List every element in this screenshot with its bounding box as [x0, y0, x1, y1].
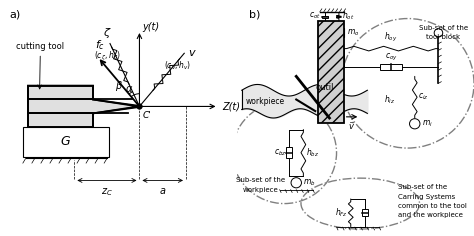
Text: $v$: $v$ [188, 48, 196, 58]
Text: Sub-set of the: Sub-set of the [236, 177, 285, 183]
Text: $f_c$: $f_c$ [95, 38, 105, 52]
Text: G: G [60, 135, 70, 148]
Text: outil: outil [315, 84, 334, 93]
Text: $(c_\zeta, h_\zeta)$: $(c_\zeta, h_\zeta)$ [94, 50, 121, 63]
Text: $c_{bz}$: $c_{bz}$ [274, 148, 286, 158]
Text: Sub-set of the: Sub-set of the [398, 184, 447, 190]
Text: cutting tool: cutting tool [16, 42, 64, 89]
Text: $m_b$: $m_b$ [303, 177, 316, 188]
Text: $h_{bz}$: $h_{bz}$ [306, 147, 319, 159]
Text: $h_{oy}$: $h_{oy}$ [384, 31, 398, 44]
Text: $h_{ot}$: $h_{ot}$ [342, 10, 354, 22]
Polygon shape [318, 21, 344, 123]
Text: workpiece: workpiece [246, 97, 285, 106]
Text: tool block: tool block [426, 34, 460, 40]
Text: $c_{iz}$: $c_{iz}$ [418, 92, 428, 102]
Text: a): a) [9, 9, 21, 19]
Polygon shape [23, 127, 109, 157]
Text: and the workpiece: and the workpiece [398, 212, 463, 218]
Text: $z_C$: $z_C$ [101, 186, 113, 198]
Text: workpiece: workpiece [243, 187, 279, 193]
Text: $\vec{v}$: $\vec{v}$ [348, 120, 356, 132]
Text: b): b) [249, 9, 260, 19]
Text: $\alpha$: $\alpha$ [125, 84, 133, 94]
Text: Sub-set of the: Sub-set of the [419, 25, 468, 31]
Text: Z(t): Z(t) [222, 101, 240, 111]
Text: $m_i$: $m_i$ [422, 118, 433, 129]
Text: common to the tool: common to the tool [398, 203, 467, 209]
Text: $h_{iz}$: $h_{iz}$ [384, 93, 395, 106]
Text: $c_{ot}$: $c_{ot}$ [310, 11, 321, 21]
Text: $a$: $a$ [159, 186, 166, 196]
Text: $\beta$: $\beta$ [115, 79, 122, 93]
Text: $h_{Fz}$: $h_{Fz}$ [335, 206, 348, 219]
Text: $\zeta$: $\zeta$ [103, 26, 112, 40]
Polygon shape [28, 86, 138, 127]
Text: $(c_v, h_v)$: $(c_v, h_v)$ [164, 60, 191, 72]
Polygon shape [318, 28, 344, 37]
Text: C': C' [143, 111, 152, 120]
Text: Carring Systems: Carring Systems [398, 194, 456, 200]
Text: $m_o$: $m_o$ [347, 27, 360, 38]
Text: $c_{oy}$: $c_{oy}$ [385, 52, 397, 63]
Text: y(t): y(t) [142, 22, 159, 32]
